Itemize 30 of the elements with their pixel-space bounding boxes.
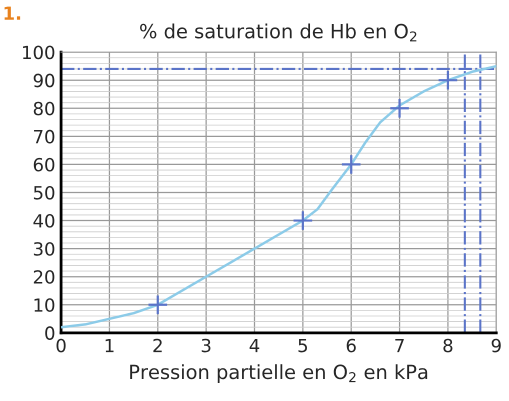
point (437, 70, 458, 91)
text: 1. (4, 6, 20, 20)
y-tick-label: 70 (34, 130, 54, 144)
x-tick-label: 7 (395, 338, 404, 352)
x-tick-label: 5 (298, 338, 308, 352)
y-tick-label: 40 (33, 214, 54, 228)
y-tick-label: 80 (34, 102, 54, 116)
point (389, 98, 410, 119)
x-tick-label: 2 (153, 338, 162, 352)
line-series (61, 64, 496, 328)
x-tick-label: 8 (443, 338, 452, 352)
y-tick-label: 100 (23, 46, 54, 60)
x-tick-label: 9 (492, 338, 501, 352)
y-tick-label: 0 (45, 326, 54, 340)
y-tick-label: 60 (34, 158, 54, 172)
point (340, 154, 362, 175)
x-tick-label: 1 (106, 338, 114, 352)
y-tick-label: 20 (34, 270, 54, 284)
x-tick-label: 0 (56, 338, 66, 352)
point (292, 210, 314, 231)
x-axis-title: Pression partielle en O$_{2}$ en kPa (130, 364, 428, 384)
y-tick-label: 30 (34, 242, 54, 256)
chart-title: % de saturation de Hb en O$_{2}$ (140, 23, 416, 42)
x-tick-label: 6 (346, 338, 356, 352)
point (147, 294, 168, 316)
x-tick-label: 3 (202, 338, 210, 352)
y-tick-label: 90 (34, 74, 54, 88)
y-tick-label: 50 (34, 186, 54, 200)
x-tick-label: 4 (250, 338, 260, 352)
y-tick-label: 10 (34, 298, 54, 312)
